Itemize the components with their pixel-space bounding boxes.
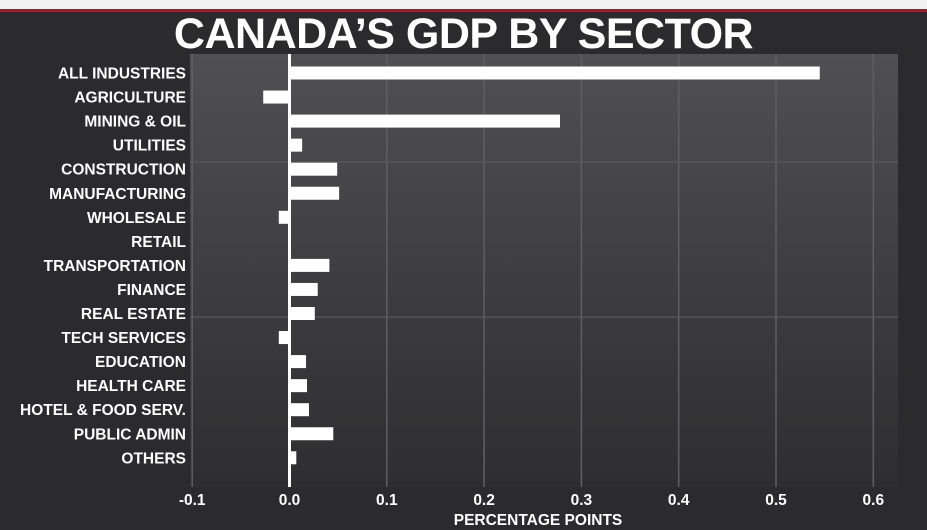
category-label: REAL ESTATE (81, 306, 186, 323)
bar (289, 114, 560, 128)
chart-title: CANADA’S GDP BY SECTOR (173, 10, 754, 58)
category-label: RETAIL (131, 234, 186, 251)
x-tick-label: -0.1 (179, 492, 206, 509)
bar (289, 451, 297, 465)
category-label: TECH SERVICES (61, 330, 186, 347)
bar (289, 379, 308, 393)
bar (289, 282, 318, 296)
bar (289, 355, 307, 369)
top-red-rule (0, 9, 927, 12)
category-label: HOTEL & FOOD SERV. (20, 402, 186, 419)
bar (289, 427, 334, 441)
x-axis-title: PERCENTAGE POINTS (454, 512, 623, 529)
category-label: CONSTRUCTION (61, 162, 186, 179)
category-labels: ALL INDUSTRIES AGRICULTURE MINING & OIL UTI… (20, 66, 186, 468)
bars (263, 66, 820, 465)
top-white-strip (0, 0, 927, 9)
category-label: WHOLESALE (87, 210, 186, 227)
category-label: ALL INDUSTRIES (58, 66, 186, 83)
bar (278, 331, 290, 345)
category-label: PUBLIC ADMIN (74, 426, 186, 443)
bar (289, 186, 340, 200)
x-tick-label: 0.4 (668, 492, 690, 509)
bar (278, 210, 290, 224)
x-tick-label: 0.1 (376, 492, 398, 509)
category-label: MINING & OIL (84, 114, 186, 131)
bar (289, 138, 303, 152)
bar (289, 162, 338, 176)
category-label: UTILITIES (113, 138, 186, 155)
x-tick-label: 0.5 (765, 492, 787, 509)
bar (289, 403, 309, 417)
category-label: EDUCATION (95, 354, 186, 371)
category-label: HEALTH CARE (76, 378, 186, 395)
x-tick-label: 0.3 (571, 492, 593, 509)
bar (289, 307, 315, 320)
category-label: AGRICULTURE (74, 90, 186, 107)
x-tick-label: 0.2 (473, 492, 495, 509)
category-label: FINANCE (117, 282, 186, 299)
category-label: MANUFACTURING (49, 186, 186, 203)
x-tick-label: 0.6 (863, 492, 885, 509)
x-tick-label: 0.0 (279, 492, 301, 509)
category-label: OTHERS (121, 450, 186, 467)
bar (263, 90, 290, 104)
bar (289, 66, 820, 80)
category-label: TRANSPORTATION (44, 258, 186, 275)
bar (289, 258, 330, 272)
x-tick-labels: -0.1 0.0 0.1 0.2 0.3 0.4 0.5 0.6 (179, 492, 885, 509)
